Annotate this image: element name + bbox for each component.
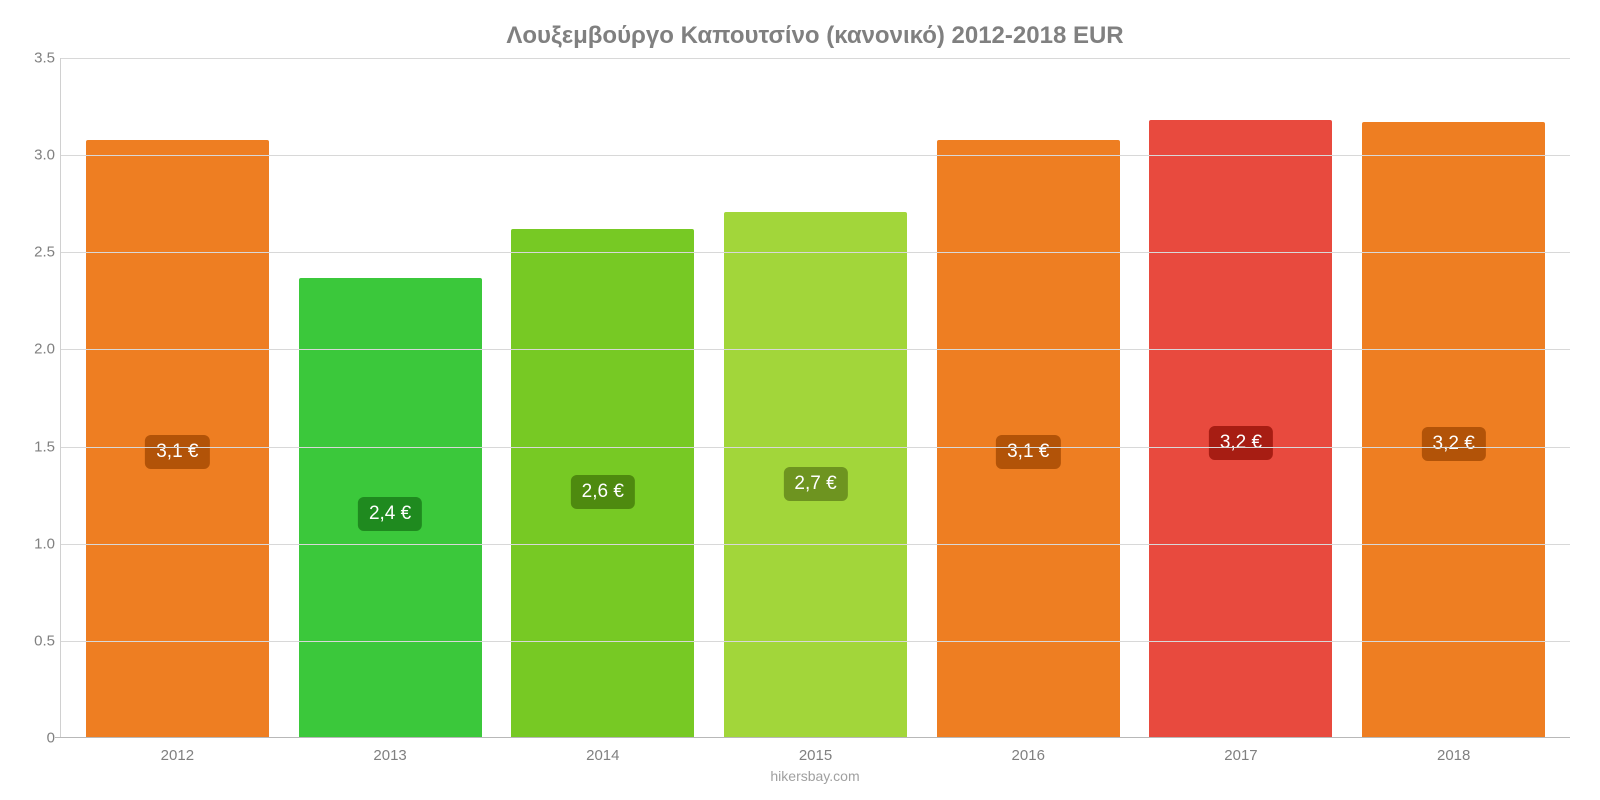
- bar-slot: 3,2 €2018: [1347, 58, 1560, 738]
- bar: 3,1 €: [86, 140, 269, 738]
- bar: 3,1 €: [937, 140, 1120, 738]
- bar: 3,2 €: [1149, 120, 1332, 738]
- x-tick-label: 2018: [1437, 747, 1470, 764]
- value-badge: 3,1 €: [145, 435, 209, 469]
- bar-slot: 2,7 €2015: [709, 58, 922, 738]
- x-tick-label: 2015: [799, 747, 832, 764]
- grid-line: [61, 447, 1570, 448]
- y-tick-label: 1.0: [19, 535, 55, 552]
- value-badge: 2,4 €: [358, 497, 422, 531]
- grid-line: [61, 252, 1570, 253]
- y-tick-label: 2.0: [19, 341, 55, 358]
- x-tick-label: 2012: [161, 747, 194, 764]
- y-tick-label: 0: [19, 730, 55, 747]
- y-tick-label: 2.5: [19, 244, 55, 261]
- chart-container: Λουξεμβούργο Καπουτσίνο (κανονικό) 2012-…: [0, 0, 1600, 800]
- bar: 2,4 €: [299, 278, 482, 738]
- x-tick-label: 2014: [586, 747, 619, 764]
- value-badge: 3,1 €: [996, 435, 1060, 469]
- y-tick-label: 1.5: [19, 438, 55, 455]
- bar: 2,6 €: [511, 229, 694, 738]
- grid-line: [61, 155, 1570, 156]
- x-tick-label: 2016: [1012, 747, 1045, 764]
- chart-title: Λουξεμβούργο Καπουτσίνο (κανονικό) 2012-…: [60, 22, 1570, 50]
- x-tick-label: 2017: [1224, 747, 1257, 764]
- y-tick-label: 0.5: [19, 632, 55, 649]
- bar: 3,2 €: [1362, 122, 1545, 738]
- grid-line: [61, 641, 1570, 642]
- x-tick-label: 2013: [373, 747, 406, 764]
- x-axis-line: [55, 737, 1570, 738]
- value-badge: 2,6 €: [571, 475, 635, 509]
- bar-slot: 3,1 €2016: [922, 58, 1135, 738]
- bar-slot: 2,6 €2014: [496, 58, 709, 738]
- grid-line: [61, 58, 1570, 59]
- bar-slot: 3,2 €2017: [1135, 58, 1348, 738]
- y-tick-label: 3.5: [19, 50, 55, 67]
- bars-group: 3,1 €20122,4 €20132,6 €20142,7 €20153,1 …: [61, 58, 1570, 738]
- value-badge: 3,2 €: [1209, 426, 1273, 460]
- plot-area: 3,1 €20122,4 €20132,6 €20142,7 €20153,1 …: [60, 58, 1570, 738]
- grid-line: [61, 349, 1570, 350]
- y-tick-label: 3.0: [19, 147, 55, 164]
- grid-line: [61, 544, 1570, 545]
- bar-slot: 2,4 €2013: [284, 58, 497, 738]
- bar-slot: 3,1 €2012: [71, 58, 284, 738]
- value-badge: 3,2 €: [1422, 427, 1486, 461]
- attribution-text: hikersbay.com: [60, 768, 1570, 784]
- value-badge: 2,7 €: [783, 467, 847, 501]
- bar: 2,7 €: [724, 212, 907, 739]
